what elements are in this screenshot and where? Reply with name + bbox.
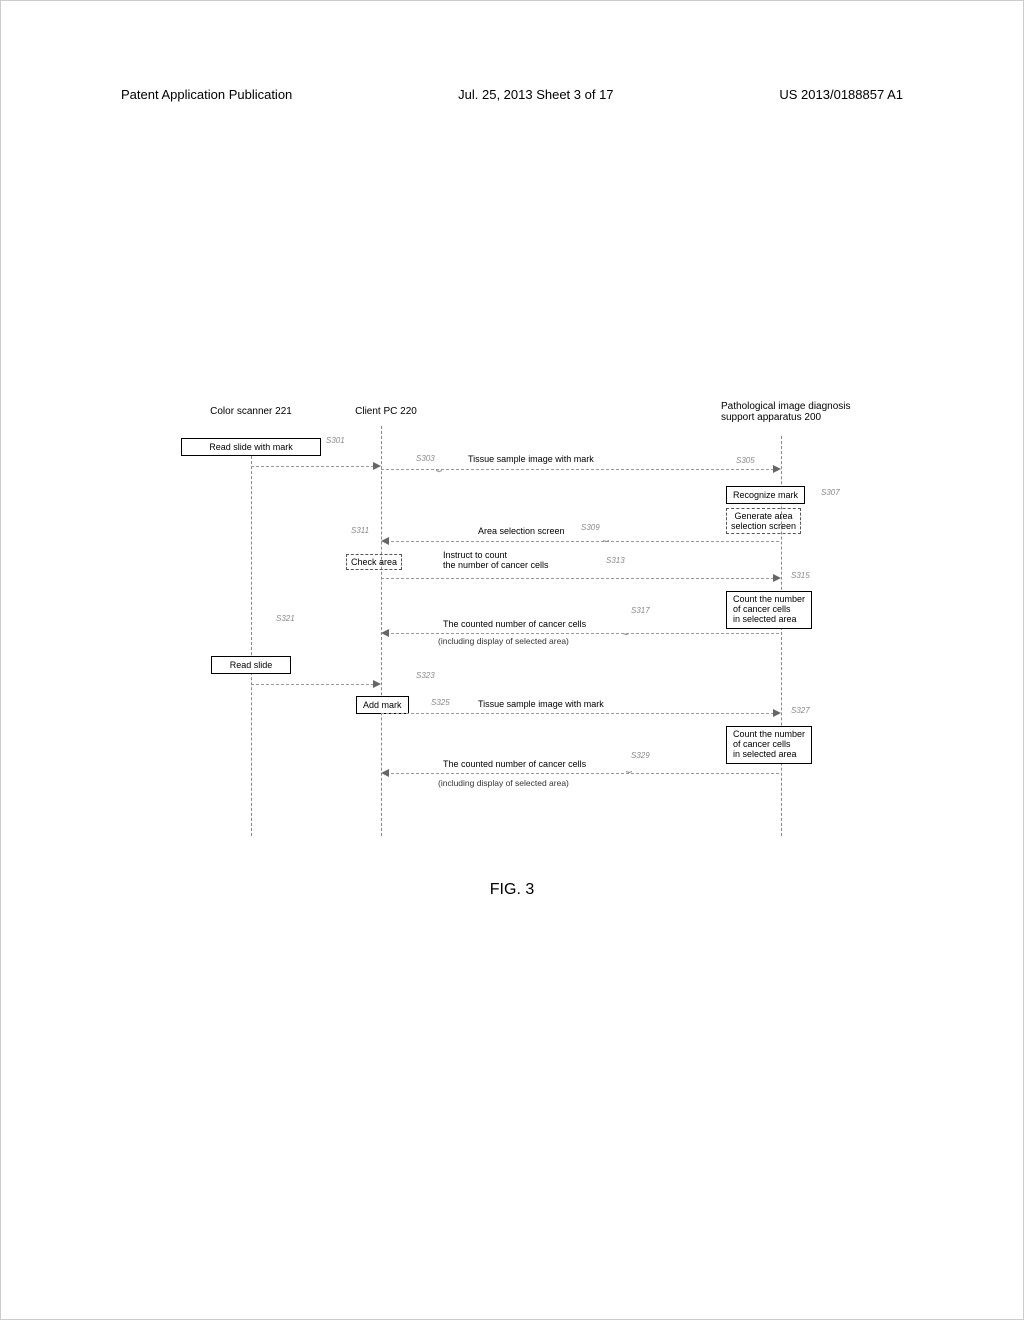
msg-instruct-count: Instruct to countthe number of cancer ce…	[441, 551, 551, 571]
box-count-1: Count the numberof cancer cellsin select…	[726, 591, 812, 629]
msg-counted-2-sub: (including display of selected area)	[438, 778, 569, 788]
arrowhead-3	[381, 537, 389, 545]
actor-scanner: Color scanner 221	[191, 406, 311, 417]
header-left: Patent Application Publication	[121, 87, 292, 102]
arrowhead-5	[381, 629, 389, 637]
box-count-2: Count the numberof cancer cellsin select…	[726, 726, 812, 764]
arrowhead-7	[773, 709, 781, 717]
msg-counted-1-sub: (including display of selected area)	[438, 636, 569, 646]
box-read-slide: Read slide	[211, 656, 291, 674]
step-s315: S315	[791, 571, 810, 580]
actor-client: Client PC 220	[341, 406, 431, 417]
box-check-area: Check area	[346, 554, 402, 570]
step-s307: S307	[821, 488, 840, 497]
arrow-scanner-to-client-2	[251, 684, 379, 685]
arrowhead-4	[773, 574, 781, 582]
brace-4: ⏟	[626, 762, 632, 773]
arrow-client-to-app-3	[381, 713, 779, 714]
arrow-app-to-client-1	[386, 541, 779, 542]
brace-1: ⏟	[436, 461, 442, 472]
patent-page: Patent Application Publication Jul. 25, …	[0, 0, 1024, 1320]
step-s311: S311	[351, 526, 369, 535]
step-s303: S303	[416, 454, 435, 463]
arrowhead-1	[373, 462, 381, 470]
step-s325: S325	[431, 698, 450, 707]
step-s327: S327	[791, 706, 810, 715]
msg-counted-1: The counted number of cancer cells	[441, 619, 588, 629]
box-generate-area: Generate areaselection screen	[726, 508, 801, 534]
arrow-app-to-client-2	[386, 633, 779, 634]
step-s313: S313	[606, 556, 625, 565]
box-read-slide-mark: Read slide with mark	[181, 438, 321, 456]
page-header: Patent Application Publication Jul. 25, …	[1, 87, 1023, 102]
header-right: US 2013/0188857 A1	[779, 87, 903, 102]
actor-apparatus: Pathological image diagnosissupport appa…	[721, 401, 891, 423]
arrowhead-2	[773, 465, 781, 473]
msg-counted-2: The counted number of cancer cells	[441, 759, 588, 769]
arrow-scanner-to-client-1	[251, 466, 379, 467]
arrowhead-6	[373, 680, 381, 688]
figure-caption: FIG. 3	[490, 881, 534, 899]
step-s309: S309	[581, 523, 600, 532]
step-s317: S317	[631, 606, 650, 615]
msg-tissue-mark-1: Tissue sample image with mark	[466, 454, 596, 464]
step-s329: S329	[631, 751, 650, 760]
lifeline-scanner	[251, 446, 252, 836]
step-s321: S321	[276, 614, 295, 623]
arrow-app-to-client-3	[386, 773, 779, 774]
step-s305: S305	[736, 456, 755, 465]
arrowhead-8	[381, 769, 389, 777]
msg-area-selection: Area selection screen	[476, 526, 567, 536]
step-s323: S323	[416, 671, 435, 680]
header-center: Jul. 25, 2013 Sheet 3 of 17	[458, 87, 613, 102]
sequence-diagram: Color scanner 221 Client PC 220 Patholog…	[181, 406, 861, 886]
arrow-client-to-app-2	[381, 578, 779, 579]
step-s301: S301	[326, 436, 345, 445]
box-add-mark: Add mark	[356, 696, 409, 714]
msg-tissue-mark-2: Tissue sample image with mark	[476, 699, 606, 709]
box-recognize-mark: Recognize mark	[726, 486, 805, 504]
